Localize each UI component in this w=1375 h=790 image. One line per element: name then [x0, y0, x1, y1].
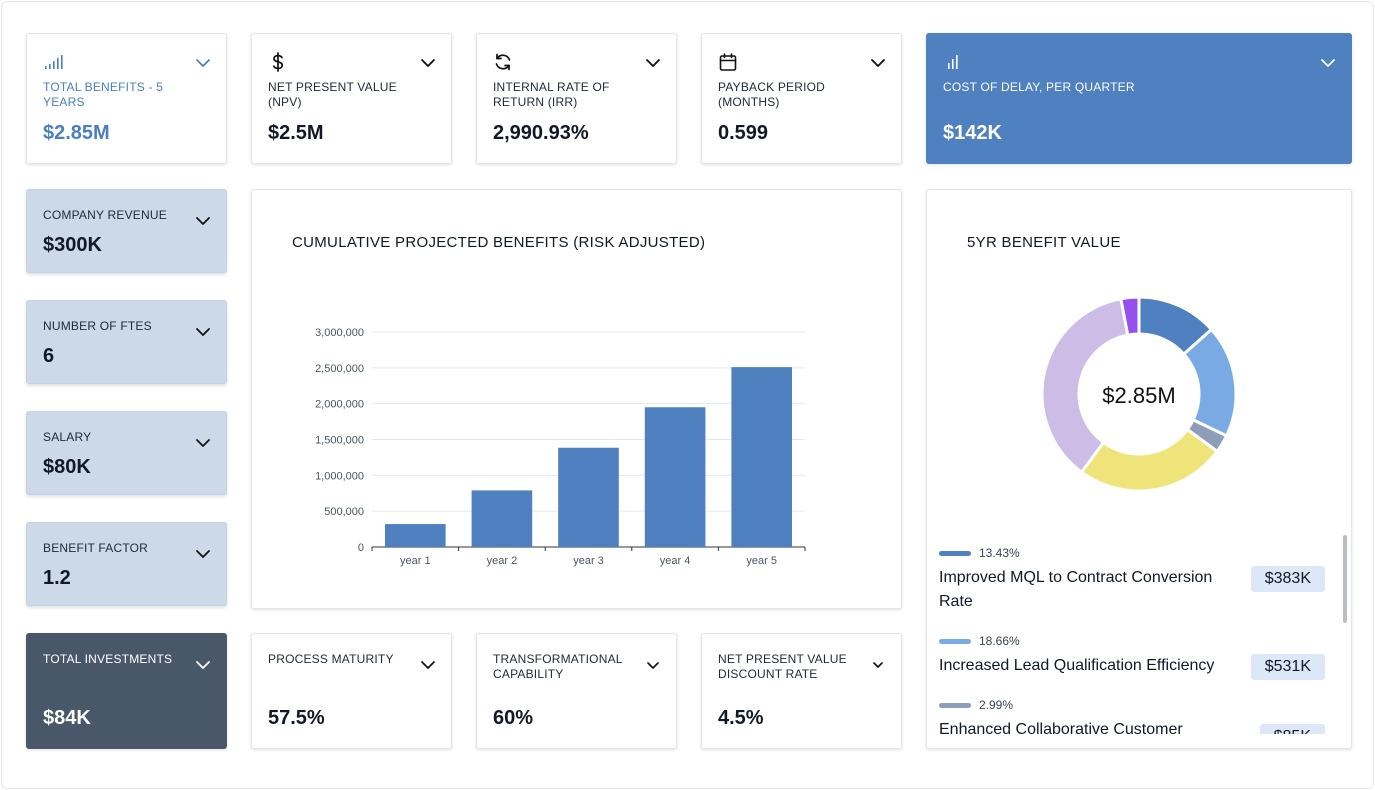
- chevron-down-icon[interactable]: [194, 54, 212, 72]
- donut-slice[interactable]: [1040, 296, 1130, 475]
- benefit-legend-list[interactable]: 13.43% Improved MQL to Contract Conversi…: [927, 540, 1347, 734]
- chevron-down-icon[interactable]: [419, 656, 437, 674]
- cumulative-benefits-panel: CUMULATIVE PROJECTED BENEFITS (RISK ADJU…: [251, 189, 902, 609]
- chevron-down-icon[interactable]: [644, 656, 662, 674]
- x-tick-label: year 4: [660, 555, 691, 567]
- input-benefit-factor[interactable]: BENEFIT FACTOR 1.2: [26, 522, 227, 606]
- bar-chart-icon: [948, 55, 958, 69]
- kpi-total-benefits[interactable]: TOTAL BENEFITS - 5 YEARS $2.85M: [26, 33, 227, 164]
- bar[interactable]: [558, 447, 619, 547]
- legend-name: Increased Lead Qualification Efficiency: [939, 657, 1215, 674]
- chevron-down-icon[interactable]: [1319, 54, 1337, 72]
- chart-title: CUMULATIVE PROJECTED BENEFITS (RISK ADJU…: [292, 234, 706, 251]
- kpi-value: 0.599: [718, 122, 769, 144]
- input-salary[interactable]: SALARY $80K: [26, 411, 227, 495]
- legend-amount: $531K: [1250, 654, 1325, 680]
- chevron-down-icon[interactable]: [644, 54, 662, 72]
- input-value: 1.2: [43, 567, 71, 589]
- input-label: COMPANY REVENUE: [43, 208, 167, 222]
- input-value: 60%: [493, 707, 534, 729]
- y-tick-label: 3,000,000: [315, 327, 364, 339]
- donut-title: 5YR BENEFIT VALUE: [967, 234, 1121, 251]
- chevron-down-icon[interactable]: [194, 656, 212, 674]
- legend-swatch: [939, 551, 971, 556]
- investments-label: TOTAL INVESTMENTS: [43, 652, 173, 666]
- kpi-cost-of-delay[interactable]: COST OF DELAY, PER QUARTER $142K: [926, 33, 1352, 164]
- kpi-value: $2.85M: [43, 122, 110, 144]
- input-label: SALARY: [43, 430, 92, 444]
- chevron-down-icon[interactable]: [869, 656, 887, 674]
- transformational-capability-card[interactable]: TRANSFORMATIONAL CAPABILITY 60%: [476, 633, 677, 749]
- chevron-down-icon[interactable]: [419, 54, 437, 72]
- dollar-icon: [272, 52, 284, 72]
- legend-percent: 18.66%: [979, 634, 1020, 648]
- kpi-value: $2.5M: [268, 122, 324, 144]
- donut-slice[interactable]: [1119, 295, 1141, 337]
- benefit-donut-chart: $2.85M: [1040, 295, 1238, 493]
- calendar-icon: [719, 53, 737, 71]
- x-tick-label: year 1: [400, 555, 431, 567]
- chevron-down-icon[interactable]: [194, 323, 212, 341]
- legend-amount: $85K: [1259, 724, 1325, 734]
- kpi-value: 2,990.93%: [493, 122, 589, 144]
- bar[interactable]: [731, 367, 793, 547]
- kpi-value: $142K: [943, 122, 1002, 144]
- cumulative-benefits-chart: 0 500,000 1,000,000 1,500,000 2,000,000 2,500…: [315, 327, 806, 567]
- investments-value: $84K: [43, 707, 91, 729]
- input-value: $300K: [43, 234, 102, 256]
- y-tick-label: 2,000,000: [315, 399, 364, 411]
- signal-bars-icon: [45, 55, 63, 69]
- benefit-value-panel: 5YR BENEFIT VALUE $2.85M 13.43% Improved…: [926, 189, 1352, 749]
- kpi-label: COST OF DELAY, PER QUARTER: [943, 80, 1135, 94]
- process-maturity-card[interactable]: PROCESS MATURITY 57.5%: [251, 633, 452, 749]
- chevron-down-icon[interactable]: [194, 212, 212, 230]
- y-tick-label: 1,500,000: [315, 435, 364, 447]
- input-value: 6: [43, 345, 55, 367]
- legend-name: Enhanced Collaborative Customer: [939, 721, 1183, 734]
- legend-swatch: [939, 639, 971, 644]
- input-company-revenue[interactable]: COMPANY REVENUE $300K: [26, 189, 227, 273]
- kpi-label: PAYBACK PERIOD (MONTHS): [718, 80, 826, 109]
- kpi-label: INTERNAL RATE OF RETURN (IRR): [493, 80, 610, 109]
- total-investments-card[interactable]: TOTAL INVESTMENTS $84K: [26, 633, 227, 749]
- input-value: 57.5%: [268, 707, 325, 729]
- y-tick-label: 2,500,000: [315, 363, 364, 375]
- legend-percent: 13.43%: [979, 546, 1020, 560]
- y-tick-label: 500,000: [324, 506, 364, 518]
- y-tick-label: 0: [358, 542, 364, 554]
- input-label: TRANSFORMATIONAL CAPABILITY: [493, 652, 623, 681]
- input-label: BENEFIT FACTOR: [43, 541, 149, 555]
- kpi-npv[interactable]: NET PRESENT VALUE (NPV) $2.5M: [251, 33, 452, 164]
- input-value: $80K: [43, 456, 91, 478]
- kpi-label: NET PRESENT VALUE (NPV): [268, 80, 397, 109]
- input-label: NUMBER OF FTES: [43, 319, 152, 333]
- donut-center-label: $2.85M: [1102, 383, 1175, 408]
- kpi-payback[interactable]: PAYBACK PERIOD (MONTHS) 0.599: [701, 33, 902, 164]
- chevron-down-icon[interactable]: [194, 545, 212, 563]
- refresh-icon: [495, 53, 511, 71]
- kpi-irr[interactable]: INTERNAL RATE OF RETURN (IRR) 2,990.93%: [476, 33, 677, 164]
- input-label: NET PRESENT VALUE DISCOUNT RATE: [718, 652, 847, 681]
- bar[interactable]: [644, 407, 706, 547]
- legend-swatch: [939, 703, 971, 708]
- x-tick-label: year 2: [487, 555, 518, 567]
- chevron-down-icon[interactable]: [194, 434, 212, 452]
- legend-percent: 2.99%: [979, 698, 1014, 712]
- kpi-label: TOTAL BENEFITS - 5 YEARS: [43, 80, 164, 109]
- npv-discount-rate-card[interactable]: NET PRESENT VALUE DISCOUNT RATE 4.5%: [701, 633, 902, 749]
- input-number-of-ftes[interactable]: NUMBER OF FTES 6: [26, 300, 227, 384]
- x-tick-label: year 3: [573, 555, 604, 567]
- input-label: PROCESS MATURITY: [268, 652, 394, 666]
- legend-amount: $383K: [1250, 566, 1325, 592]
- input-value: 4.5%: [718, 707, 764, 729]
- bar[interactable]: [384, 524, 446, 547]
- legend-name: Improved MQL to Contract Conversion Rate: [939, 569, 1213, 610]
- donut-slice[interactable]: [1079, 427, 1220, 493]
- chevron-down-icon[interactable]: [869, 54, 887, 72]
- y-tick-label: 1,000,000: [315, 470, 364, 482]
- x-tick-label: year 5: [746, 555, 777, 567]
- bar[interactable]: [471, 490, 533, 547]
- legend-scrollbar[interactable]: [1343, 535, 1347, 623]
